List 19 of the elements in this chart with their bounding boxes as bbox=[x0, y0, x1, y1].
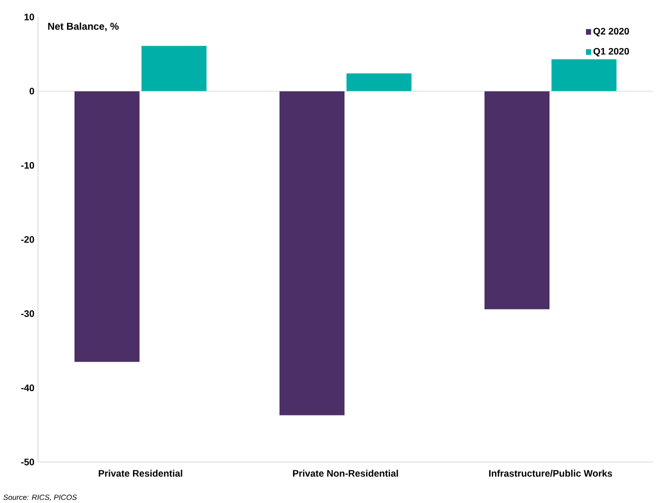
y-tick-label: -10 bbox=[21, 162, 34, 169]
y-tick-label: -50 bbox=[21, 458, 34, 466]
bar bbox=[280, 91, 345, 416]
x-tick-label: Private Non-Residential bbox=[293, 470, 398, 477]
bar bbox=[141, 46, 206, 92]
y-tick-label: 0 bbox=[30, 88, 34, 95]
bar bbox=[74, 91, 140, 362]
bar bbox=[552, 59, 616, 92]
x-tick-label: Infrastructure/Public Works bbox=[489, 470, 612, 477]
y-axis-title: Net Balance, % bbox=[48, 22, 119, 32]
legend-label: Q2 2020 bbox=[593, 28, 629, 36]
legend-label: Q1 2020 bbox=[593, 48, 629, 56]
y-tick-label: -30 bbox=[21, 310, 34, 318]
x-tick-label: Private Residential bbox=[98, 470, 182, 477]
bar bbox=[346, 73, 412, 92]
y-tick-label: 10 bbox=[24, 14, 34, 20]
bar bbox=[484, 91, 550, 310]
y-tick-label: -20 bbox=[21, 236, 34, 243]
y-tick-label: -40 bbox=[21, 384, 34, 392]
